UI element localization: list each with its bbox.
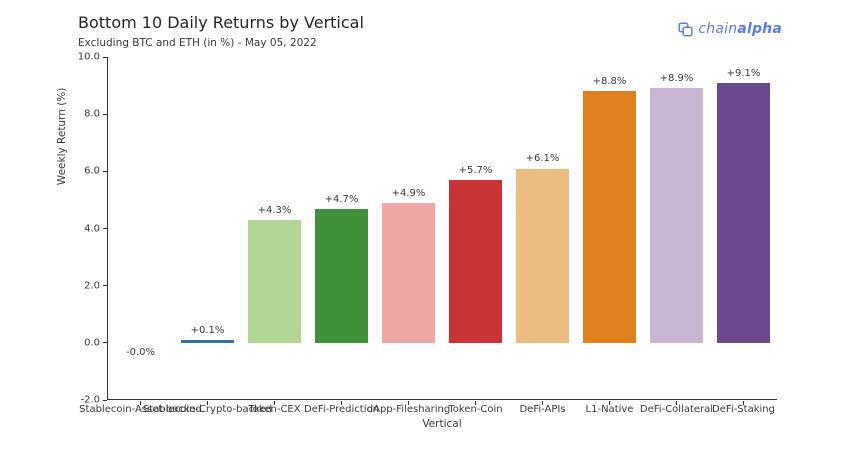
bar-value-label: +8.8% [592, 76, 627, 88]
y-tick-label: -2.0 [80, 394, 100, 406]
bar [649, 88, 704, 343]
x-tick-mark [542, 401, 543, 405]
plot-area: -2.0 0.0 2.0 4.0 6.0 8.0 10.0 Stablecoin-Asset-… [78, 52, 777, 415]
x-tick-mark [341, 401, 342, 405]
x-tick-mark [207, 401, 208, 405]
x-tick-label: Stablecoin-Asset-backed [79, 404, 202, 415]
bar [180, 340, 235, 343]
bar-value-label: +9.1% [726, 67, 761, 79]
x-tick-mark [609, 401, 610, 405]
bar-value-label: +4.9% [391, 187, 426, 199]
bar [314, 208, 369, 343]
x-tick-label: DeFi-APIs [519, 404, 566, 415]
bar [582, 91, 637, 343]
x-tick-mark [676, 401, 677, 405]
x-tick-label: L1-Native [585, 404, 634, 415]
x-tick-mark [475, 401, 476, 405]
y-tick-label: 8.0 [84, 108, 100, 120]
bar [448, 179, 503, 343]
x-axis-title: Vertical [422, 418, 462, 430]
bar [716, 82, 771, 343]
bar [515, 168, 570, 343]
y-tick-label: 0.0 [84, 337, 100, 349]
bar-value-label: +4.3% [257, 204, 292, 216]
x-tick-label: DeFi-Prediction [304, 404, 379, 415]
x-tick-mark [140, 401, 141, 405]
y-tick-label: 2.0 [84, 280, 100, 292]
y-tick-mark [103, 285, 107, 287]
bar-value-label: +5.7% [458, 164, 493, 176]
bar-value-label: +4.7% [324, 193, 359, 205]
x-tick-label: Token-CEX [248, 404, 301, 415]
chart-title: Bottom 10 Daily Returns by Vertical [78, 13, 364, 32]
y-tick-label: 6.0 [84, 165, 100, 177]
logo-text: chainalpha [698, 21, 782, 37]
bar-value-label: +8.9% [659, 73, 694, 85]
x-axis-spine [107, 399, 777, 400]
x-tick-label: dApp-Filesharing [366, 404, 451, 415]
y-axis-spine [107, 57, 108, 400]
x-tick-label: Token-Coin [448, 404, 503, 415]
chart-subtitle: Excluding BTC and ETH (in %) - May 05, 2… [78, 37, 317, 49]
bar-value-label: -0.0% [125, 346, 156, 358]
bar-value-label: +0.1% [190, 324, 225, 336]
x-tick-mark [408, 401, 409, 405]
y-tick-label: 10.0 [77, 51, 100, 63]
x-tick-label: DeFi-Collateral [639, 404, 714, 415]
y-axis-title: Weekly Return (%) [56, 87, 68, 186]
y-tick-label: 4.0 [84, 223, 100, 234]
bar [381, 202, 436, 343]
y-tick-mark [103, 113, 107, 115]
x-tick-mark [274, 401, 275, 405]
y-tick-mark [103, 56, 107, 58]
chainalpha-logo: chainalpha [678, 21, 782, 37]
y-tick-mark [103, 342, 107, 344]
bar-value-label: +6.1% [525, 153, 560, 165]
y-tick-mark [103, 170, 107, 172]
bar [247, 219, 302, 343]
x-tick-mark [743, 401, 744, 405]
overlapping-squares-icon [678, 21, 693, 37]
y-tick-mark [103, 399, 107, 401]
x-tick-label: DeFi-Staking [712, 404, 775, 415]
y-tick-mark [103, 228, 107, 229]
x-tick-label: Stablecoin-Crypto-backed [142, 404, 273, 415]
